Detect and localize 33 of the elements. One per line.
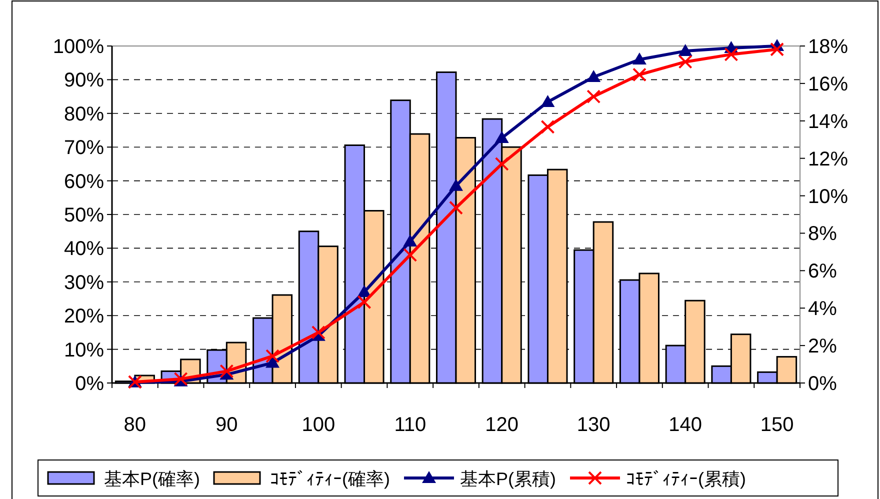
x-tick-label: 130 [576, 414, 610, 436]
y2-tick-label: 16% [808, 73, 848, 96]
y-tick-label: 60% [64, 170, 104, 193]
x-tick-label: 120 [485, 414, 519, 436]
y2-tick-label: 2% [808, 336, 838, 358]
y-tick-label: 50% [64, 204, 104, 226]
y-tick-label: 70% [64, 137, 104, 160]
y-tick-label: 40% [64, 238, 104, 260]
legend-label: 基本P(確率) [104, 469, 200, 489]
y2-tick-label: 14% [808, 110, 848, 133]
y2-tick-label: 12% [808, 148, 848, 170]
y-tick-label: 10% [64, 339, 104, 362]
y2-tick-label: 8% [808, 223, 838, 246]
legend-label: ｺﾓﾃﾞｨﾃｨｰ(累積) [626, 469, 746, 489]
y-tick-label: 30% [64, 272, 104, 294]
x-tick-label: 80 [124, 414, 146, 436]
y2-tick-label: 6% [808, 260, 838, 283]
y-tick-label: 90% [64, 70, 104, 92]
y-tick-label: 100% [52, 36, 104, 58]
y2-tick-label: 18% [808, 36, 848, 58]
y2-tick-label: 10% [808, 186, 848, 208]
legend-label: 基本P(累積) [460, 469, 556, 489]
y2-tick-label: 0% [808, 373, 838, 395]
y-tick-label: 80% [64, 103, 104, 126]
x-tick-label: 90 [216, 414, 238, 436]
y-tick-label: 0% [75, 373, 104, 395]
y2-tick-label: 4% [808, 298, 838, 320]
x-tick-label: 110 [394, 414, 426, 436]
x-tick-label: 140 [668, 414, 702, 436]
y-tick-label: 20% [64, 306, 104, 328]
x-tick-label: 100 [302, 414, 336, 436]
legend-label: ｺﾓﾃﾞｨﾃｨｰ(確率) [270, 469, 390, 489]
x-tick-label: 150 [760, 414, 794, 436]
